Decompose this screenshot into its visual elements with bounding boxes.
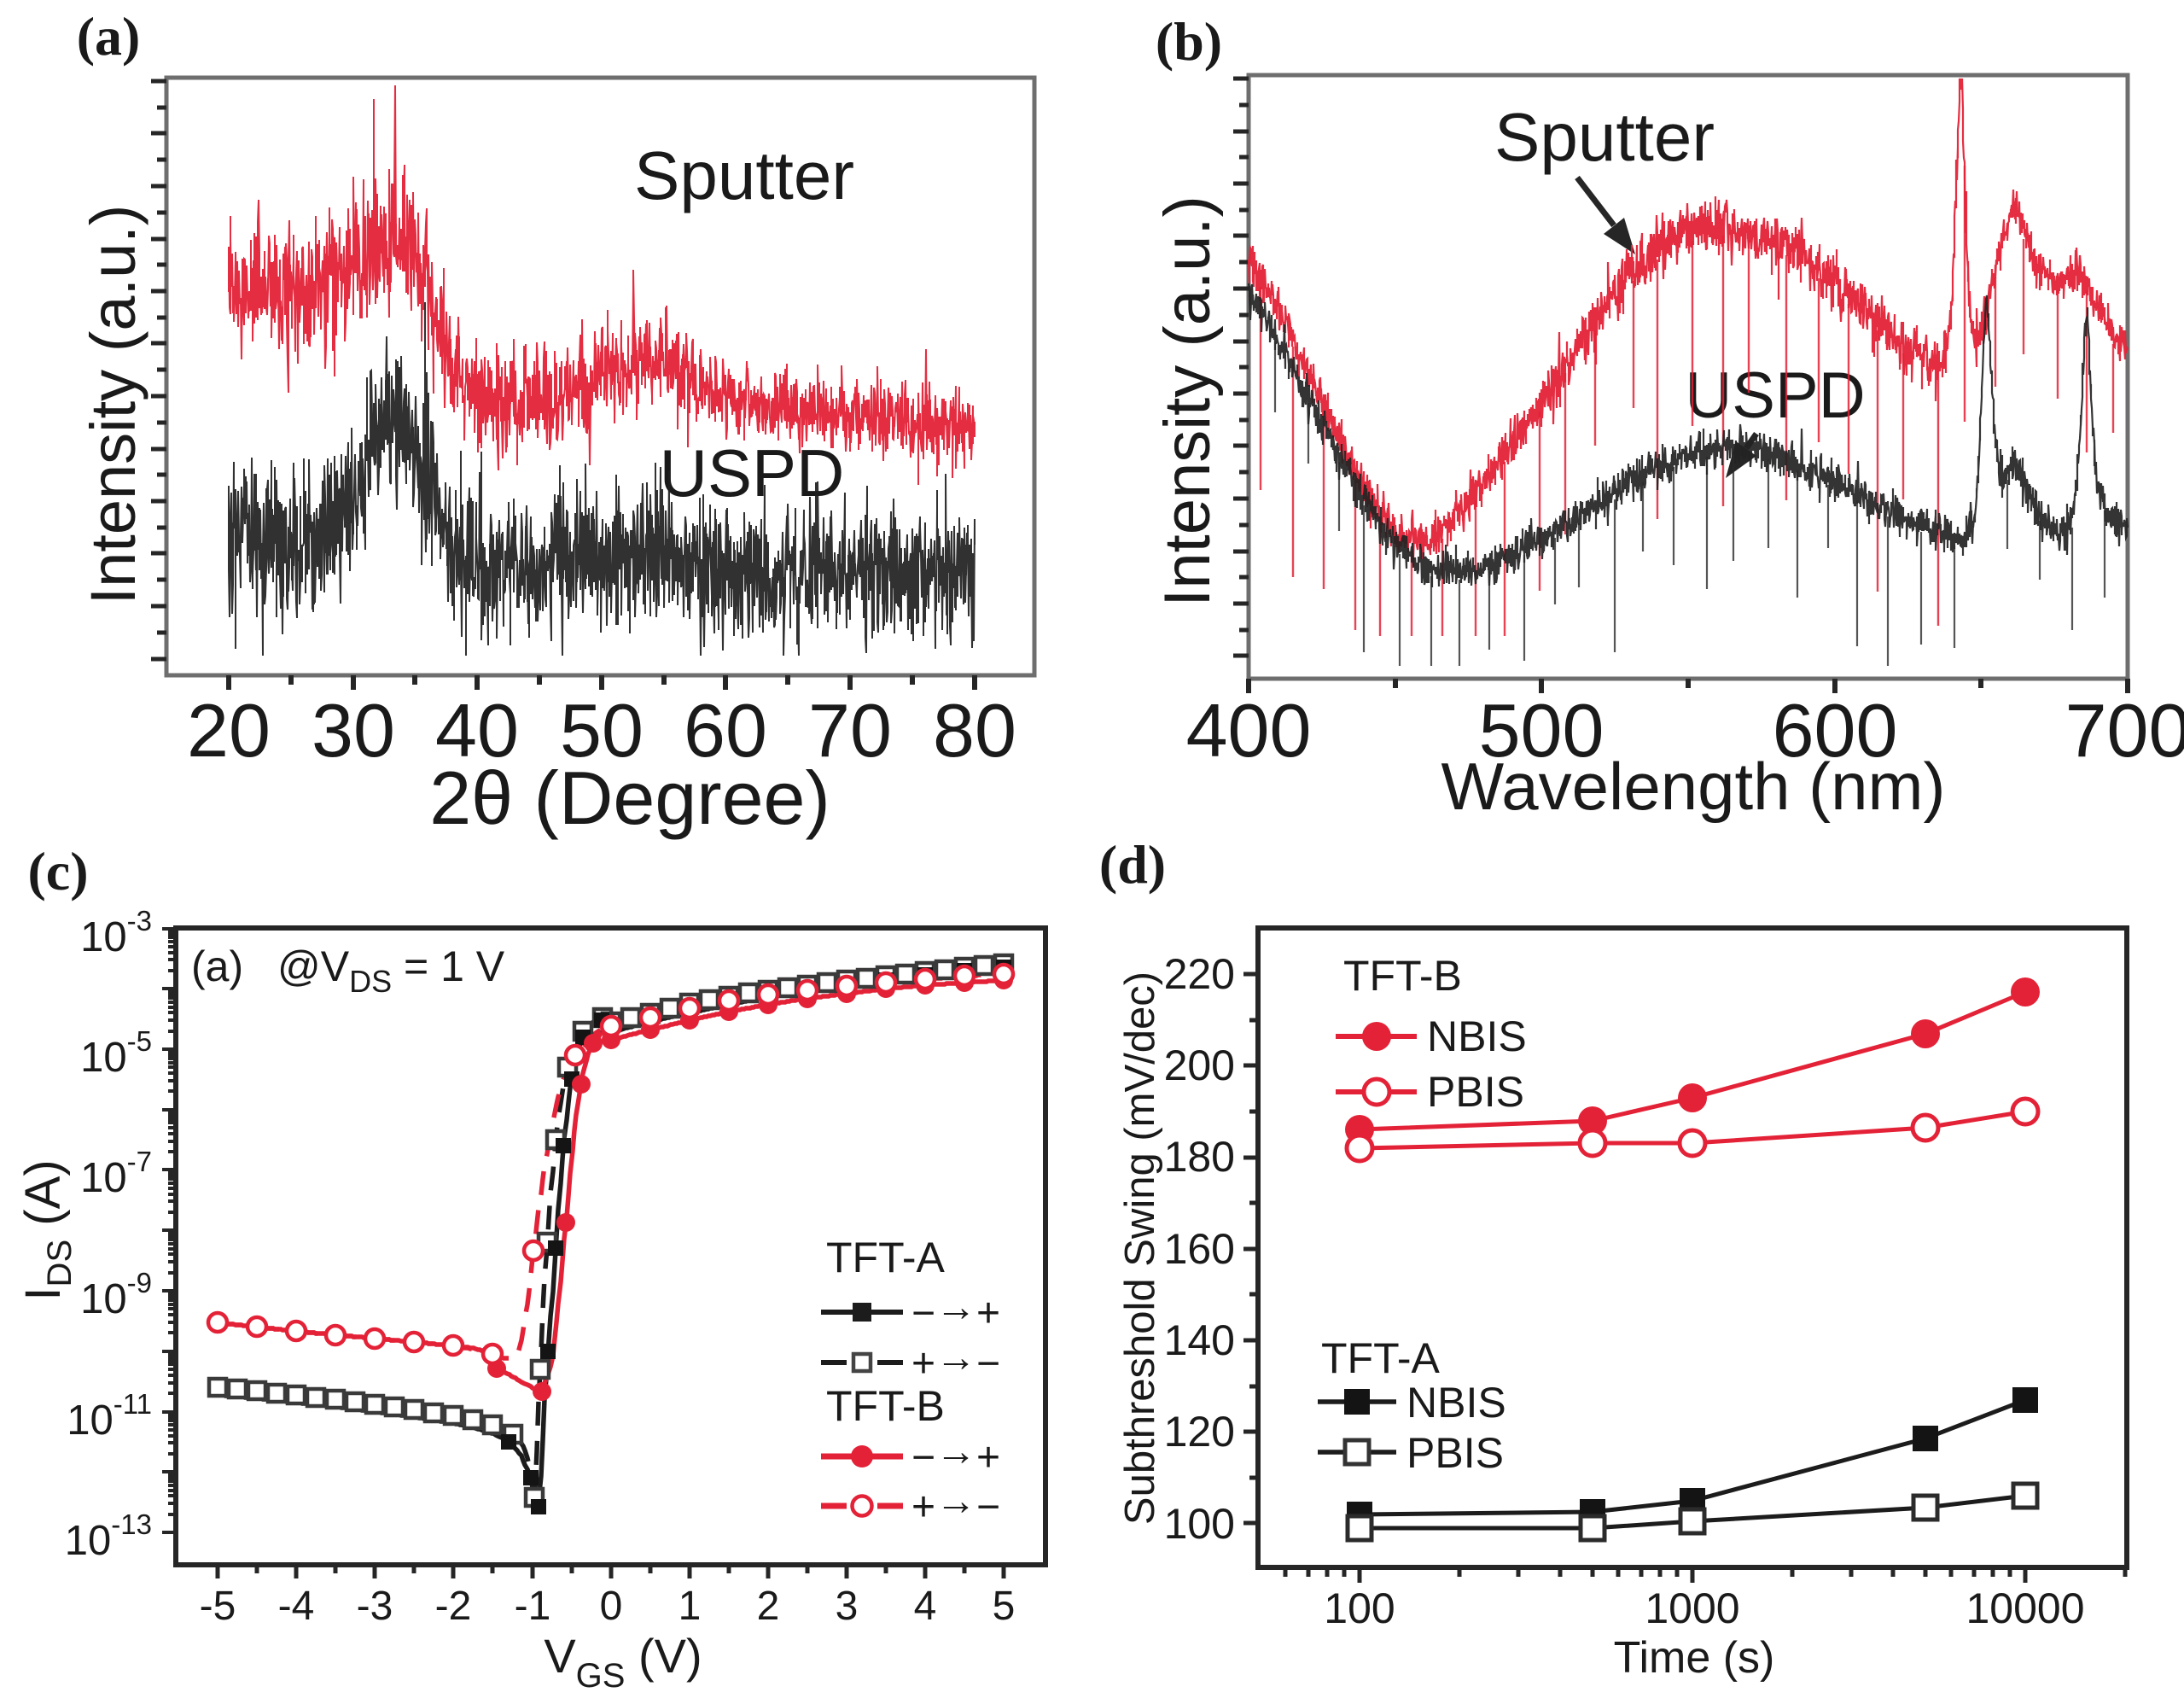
- svg-text:160: 160: [1164, 1225, 1235, 1273]
- svg-text:20: 20: [187, 688, 271, 773]
- svg-text:Subthreshold Swing (mV/dec): Subthreshold Swing (mV/dec): [1117, 972, 1163, 1525]
- svg-text:-2: -2: [435, 1584, 472, 1629]
- svg-text:Intensity (a.u.): Intensity (a.u.): [78, 205, 149, 605]
- svg-text:0: 0: [600, 1584, 623, 1629]
- svg-text:USPD: USPD: [660, 435, 845, 511]
- svg-text:40: 40: [435, 688, 519, 773]
- svg-text:(c): (c): [27, 841, 88, 902]
- svg-text:600: 600: [1773, 688, 1898, 773]
- svg-text:70: 70: [808, 688, 892, 773]
- svg-text:+→−: +→−: [911, 1479, 1000, 1530]
- svg-text:Time (s): Time (s): [1614, 1633, 1775, 1683]
- svg-text:-4: -4: [278, 1584, 315, 1629]
- svg-text:500: 500: [1479, 688, 1605, 773]
- svg-text:400: 400: [1186, 688, 1312, 773]
- svg-text:(b): (b): [1156, 11, 1222, 72]
- svg-text:60: 60: [684, 688, 767, 773]
- svg-text:−→+: −→+: [911, 1285, 1000, 1336]
- svg-text:5: 5: [993, 1584, 1016, 1629]
- svg-text:TFT-A: TFT-A: [826, 1234, 946, 1281]
- svg-text:@VDS = 1 V: @VDS = 1 V: [277, 942, 505, 999]
- svg-text:1: 1: [678, 1584, 702, 1629]
- svg-text:Intensity (a.u.): Intensity (a.u.): [1151, 195, 1224, 607]
- svg-text:NBIS: NBIS: [1427, 1012, 1527, 1060]
- svg-text:120: 120: [1164, 1408, 1235, 1456]
- svg-text:10000: 10000: [1966, 1584, 2084, 1632]
- svg-text:180: 180: [1164, 1133, 1235, 1181]
- svg-text:2: 2: [757, 1584, 780, 1629]
- svg-text:10-11: 10-11: [67, 1388, 152, 1444]
- svg-text:Wavelength (nm): Wavelength (nm): [1441, 749, 1946, 824]
- svg-text:TFT-A: TFT-A: [1321, 1334, 1441, 1382]
- svg-text:(d): (d): [1099, 834, 1166, 895]
- svg-text:80: 80: [933, 688, 1016, 773]
- svg-text:-3: -3: [357, 1584, 393, 1629]
- svg-text:100: 100: [1164, 1500, 1235, 1548]
- svg-text:TFT-B: TFT-B: [1343, 952, 1462, 1000]
- svg-text:(a): (a): [191, 942, 243, 990]
- svg-text:30: 30: [312, 688, 395, 773]
- svg-text:50: 50: [560, 688, 644, 773]
- svg-text:Sputter: Sputter: [634, 137, 854, 213]
- svg-text:PBIS: PBIS: [1427, 1068, 1524, 1116]
- svg-text:PBIS: PBIS: [1406, 1429, 1504, 1477]
- svg-text:200: 200: [1164, 1042, 1235, 1089]
- svg-text:100: 100: [1324, 1584, 1395, 1632]
- svg-text:4: 4: [914, 1584, 937, 1629]
- svg-text:TFT-B: TFT-B: [826, 1382, 945, 1430]
- svg-text:+→−: +→−: [911, 1335, 1000, 1386]
- svg-text:3: 3: [836, 1584, 859, 1629]
- svg-text:700: 700: [2065, 688, 2184, 773]
- svg-text:-5: -5: [200, 1584, 236, 1629]
- svg-text:(a): (a): [77, 6, 141, 67]
- svg-text:Sputter: Sputter: [1494, 99, 1715, 175]
- svg-text:USPD: USPD: [1685, 359, 1865, 432]
- svg-text:-1: -1: [515, 1584, 551, 1629]
- svg-text:NBIS: NBIS: [1406, 1379, 1506, 1427]
- svg-text:−→+: −→+: [911, 1429, 1000, 1480]
- svg-text:1000: 1000: [1645, 1584, 1739, 1632]
- svg-text:2θ (Degree): 2θ (Degree): [429, 756, 830, 840]
- svg-text:140: 140: [1164, 1316, 1235, 1364]
- svg-text:220: 220: [1164, 950, 1235, 998]
